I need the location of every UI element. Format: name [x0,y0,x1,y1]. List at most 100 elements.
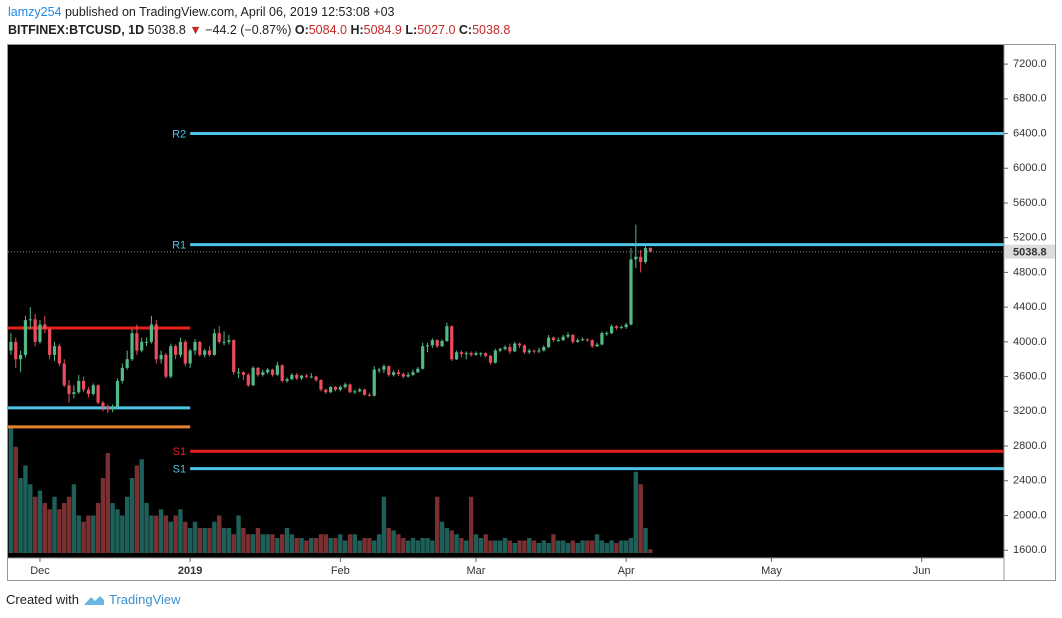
volume-bar [124,496,130,553]
candle-body [140,341,144,351]
candle-body [401,373,405,377]
candle-body [169,346,173,377]
candle-body [580,339,585,341]
candle-body [517,343,522,346]
candle-body [203,350,207,355]
volume-bar [187,528,193,553]
candle-body [629,259,633,325]
candle-body [285,379,289,381]
volume-bar [294,538,299,553]
candle-body [348,384,352,393]
candle-body [217,333,221,342]
candle-body [377,369,381,371]
volume-bar [551,534,556,553]
candle-body [362,389,367,395]
volume-bar [512,543,517,553]
volume-bar [367,538,372,553]
volume-bar [139,459,144,553]
candle-body [367,394,371,396]
candle-body [513,343,517,352]
candle-body [643,248,648,263]
y-tick-label: 3200.0 [1013,405,1047,417]
candle-body [590,340,594,347]
candle-body [324,389,328,393]
volume-bar [391,530,396,553]
candle-body [634,256,638,260]
candle-body [72,392,76,394]
candle-body [333,387,338,390]
y-tick-label: 6000.0 [1013,162,1047,174]
candle-body [96,385,100,403]
candle-body [290,374,294,380]
volume-bar [304,540,309,553]
volume-bar [110,503,115,553]
volume-bar [100,478,106,553]
volume-bar [502,538,508,553]
candle-body [435,340,439,347]
candle-body [270,369,275,375]
candle-body [144,341,149,343]
volume-bar [405,540,411,553]
volume-bar [459,538,464,553]
author[interactable]: lamzy254 [8,5,62,19]
x-tick-label: Feb [331,565,350,577]
volume-bar [420,538,425,553]
candle-body [392,372,396,375]
volume-bar [178,509,183,553]
volume-bar [289,534,295,553]
candle-body [86,389,91,394]
volume-bar [590,540,595,553]
candle-body [498,348,502,351]
y-tick-label: 2800.0 [1013,440,1047,452]
level-label: R1 [172,240,186,252]
volume-bar [594,534,600,553]
candle-body [193,341,197,351]
candle-body [212,333,216,355]
volume-bar [134,465,140,553]
candle-body [222,341,226,343]
frame [7,44,1056,581]
candle-body [571,334,575,342]
candle-body [421,346,425,369]
candle-body [503,347,507,349]
volume-bar [386,528,391,553]
volume-bar [221,528,227,553]
volume-bar [120,515,125,553]
candle-body [522,345,527,353]
volume-bar [202,528,207,553]
candle-body [111,406,115,410]
volume-bar [129,478,135,553]
volume-bar [628,538,634,553]
brand[interactable]: TradingView [108,592,181,607]
volume-bar [91,515,96,553]
candle-body [236,372,241,374]
volume-bar [556,540,561,553]
volume-bar [614,543,619,553]
header-line-2: BITFINEX:BTCUSD, 1D 5038.8 ▼ −44.2 (−0.8… [8,23,510,37]
candle-body [106,406,110,410]
candle-body [450,326,454,360]
volume-bar [527,538,532,553]
volume-bar [260,534,266,553]
candle-body [266,369,270,373]
volume-bar [197,528,203,553]
candle-body [595,344,599,347]
volume-bar [333,538,338,553]
volume-bar [376,534,382,553]
candle-body [159,354,163,360]
volume-bar [173,515,178,553]
candle-body [207,350,212,355]
y-tick-label: 2400.0 [1013,475,1047,487]
candle-body [246,374,250,386]
o-label: O: [294,23,309,37]
volume-bar [497,540,503,553]
volume-bar [328,538,333,553]
volume-bar [536,543,542,553]
volume-bar [299,538,304,553]
candle-body [396,372,401,374]
y-tick-label: 4400.0 [1013,301,1047,313]
volume-bar [604,543,609,553]
candle-body [275,365,279,375]
volume-bar [565,543,571,553]
